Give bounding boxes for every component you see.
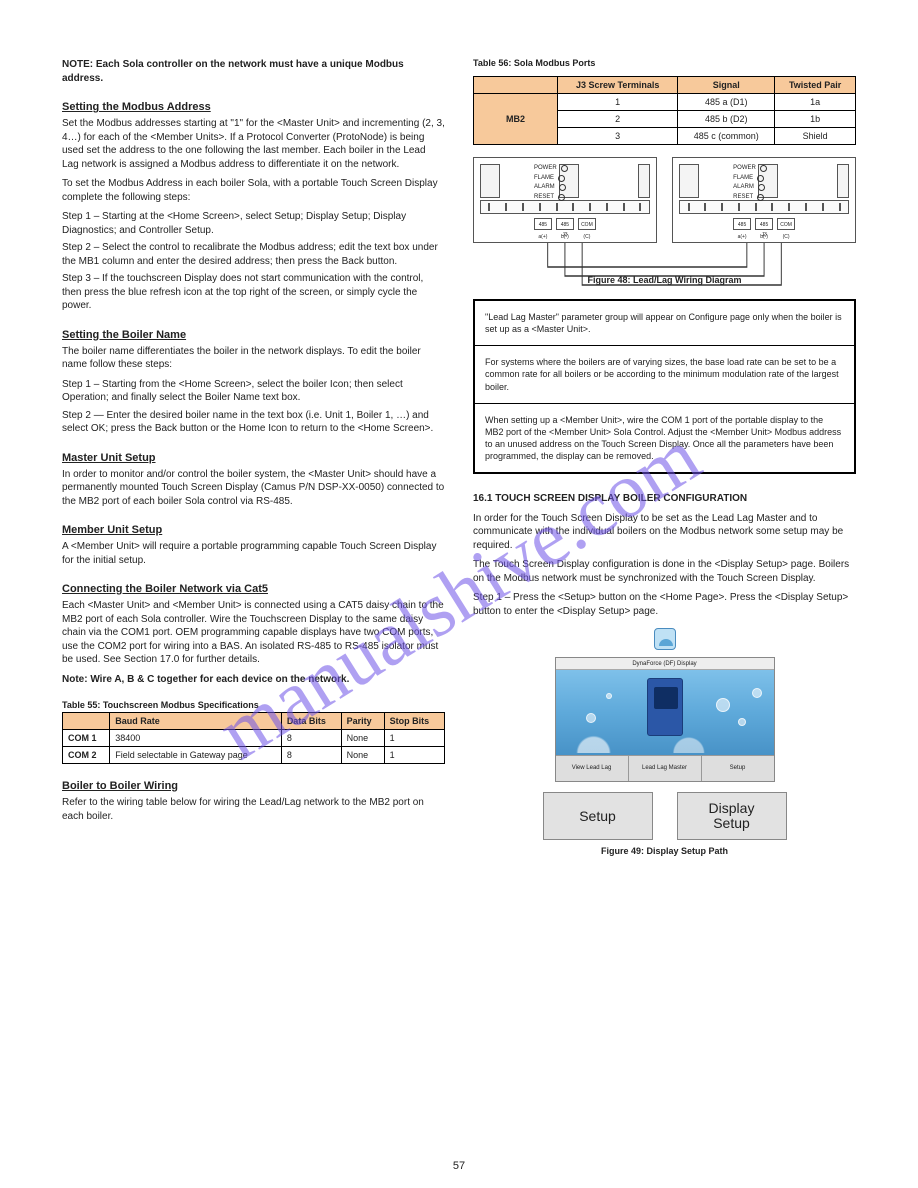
right-column: Table 56: Sola Modbus Ports J3 Screw Ter… [473, 58, 856, 856]
led-power-2: POWER [733, 164, 756, 174]
para-cat5-1: Each <Master Unit> and <Member Unit> is … [62, 599, 445, 667]
para-modbus-1: Set the Modbus addresses starting at "1"… [62, 117, 445, 171]
note-row-2: For systems where the boilers are of var… [474, 346, 855, 403]
t56-r1c1: 1 [558, 94, 678, 111]
heading-wiring: Boiler to Boiler Wiring [62, 780, 445, 792]
t56-r1c2: 485 a (D1) [678, 94, 775, 111]
note-cat5: Note: Wire A, B & C together for each de… [62, 673, 445, 687]
t55-r1c3: None [341, 730, 384, 747]
t55-r1c1: 38400 [110, 730, 282, 747]
para-ts-config-1: In order for the Touch Screen Display to… [473, 512, 856, 553]
modbus-step-1: Step 1 – Starting at the <Home Screen>, … [62, 210, 445, 237]
table56-caption: Table 56: Sola Modbus Ports [473, 58, 856, 68]
t56-r2c2: 485 b (D2) [678, 111, 775, 128]
para-wiring-1: Refer to the wiring table below for wiri… [62, 796, 445, 823]
table55-caption: Table 55: Touchscreen Modbus Specificati… [62, 700, 445, 710]
t55-r1c4: 1 [384, 730, 444, 747]
led-flame-2: FLAME [733, 174, 753, 184]
ts-step-1: Step 1 – Press the <Setup> button on the… [473, 591, 856, 618]
led-alarm: ALARM [534, 183, 555, 193]
t55-r2c1: Field selectable in Gateway page [110, 747, 282, 764]
page-number: 57 [453, 1160, 465, 1172]
t55-r2c3: None [341, 747, 384, 764]
refresh-icon [654, 628, 676, 650]
t56-h2: Signal [678, 77, 775, 94]
term-b: 485 b(-) [556, 218, 574, 230]
led-power: POWER [534, 164, 557, 174]
heading-master-setup: Master Unit Setup [62, 452, 445, 464]
display-setup-button[interactable]: Display Setup [677, 792, 787, 840]
touchscreen-mock: DynaForce (DF) Display + View Lead Lag L… [555, 657, 775, 782]
left-column: NOTE: Each Sola controller on the networ… [62, 58, 445, 856]
fig49-caption: Figure 49: Display Setup Path [473, 846, 856, 856]
note-row-3: When setting up a <Member Unit>, wire th… [474, 403, 855, 473]
modbus-step-2: Step 2 – Select the control to recalibra… [62, 241, 445, 268]
ts-btn-leadlag-master[interactable]: Lead Lag Master [629, 756, 702, 781]
heading-member-setup: Member Unit Setup [62, 524, 445, 536]
led-reset: RESET [534, 193, 554, 203]
t56-r2c3: 1b [775, 111, 856, 128]
ts-title: DynaForce (DF) Display [556, 658, 774, 670]
heading-16-1: 16.1 TOUCH SCREEN DISPLAY BOILER CONFIGU… [473, 492, 856, 506]
led-flame: FLAME [534, 174, 554, 184]
table-sola-ports: J3 Screw Terminals Signal Twisted Pair M… [473, 76, 856, 145]
t55-r1c0: COM 1 [63, 730, 110, 747]
para-ts-config-2: The Touch Screen Display configuration i… [473, 558, 856, 585]
t56-h1: J3 Screw Terminals [558, 77, 678, 94]
board-2: POWER FLAME ALARM RESET 485 a(+) 485 b(-… [672, 157, 856, 243]
t56-r3c3: Shield [775, 128, 856, 145]
t56-mb2: MB2 [474, 94, 558, 145]
note-modbus-unique: NOTE: Each Sola controller on the networ… [62, 58, 445, 85]
t56-r1c3: 1a [775, 94, 856, 111]
name-step-1: Step 1 – Starting from the <Home Screen>… [62, 378, 445, 405]
port-label-2: J3 [679, 232, 849, 238]
t55-h4: Stop Bits [384, 713, 444, 730]
setup-button[interactable]: Setup [543, 792, 653, 840]
notes-table: "Lead Lag Master" parameter group will a… [473, 299, 856, 474]
name-step-2: Step 2 — Enter the desired boiler name i… [62, 409, 445, 436]
t55-h3: Parity [341, 713, 384, 730]
heading-cat5: Connecting the Boiler Network via Cat5 [62, 583, 445, 595]
t56-h3: Twisted Pair [775, 77, 856, 94]
leadlag-wiring-diagram: POWER FLAME ALARM RESET 485 a(+) 485 b(-… [473, 157, 856, 243]
t55-r2c2: 8 [281, 747, 341, 764]
ts-btn-setup[interactable]: Setup [702, 756, 774, 781]
t55-h2: Data Bits [281, 713, 341, 730]
modbus-step-3: Step 3 – If the touchscreen Display does… [62, 272, 445, 313]
heading-boiler-name: Setting the Boiler Name [62, 329, 445, 341]
t56-r2c1: 2 [558, 111, 678, 128]
t56-r3c2: 485 c (common) [678, 128, 775, 145]
wire-lines-icon [473, 243, 856, 303]
para-modbus-2: To set the Modbus Address in each boiler… [62, 177, 445, 204]
term-c: COM (C) [578, 218, 596, 230]
table-touchscreen-modbus: Baud Rate Data Bits Parity Stop Bits COM… [62, 712, 445, 764]
board-1: POWER FLAME ALARM RESET 485 a(+) 485 b(-… [473, 157, 657, 243]
t55-r2c4: 1 [384, 747, 444, 764]
led-alarm-2: ALARM [733, 183, 754, 193]
para-member-1: A <Member Unit> will require a portable … [62, 540, 445, 567]
t56-r3c1: 3 [558, 128, 678, 145]
t55-r1c2: 8 [281, 730, 341, 747]
para-master-1: In order to monitor and/or control the b… [62, 468, 445, 509]
port-label-1: J3 [480, 232, 650, 238]
term-a: 485 a(+) [534, 218, 552, 230]
t55-h1: Baud Rate [110, 713, 282, 730]
heading-set-modbus: Setting the Modbus Address [62, 101, 445, 113]
para-name-1: The boiler name differentiates the boile… [62, 345, 445, 372]
led-reset-2: RESET [733, 193, 753, 203]
note-row-1: "Lead Lag Master" parameter group will a… [474, 300, 855, 346]
ts-btn-view-leadlag[interactable]: View Lead Lag [556, 756, 629, 781]
t55-r2c0: COM 2 [63, 747, 110, 764]
